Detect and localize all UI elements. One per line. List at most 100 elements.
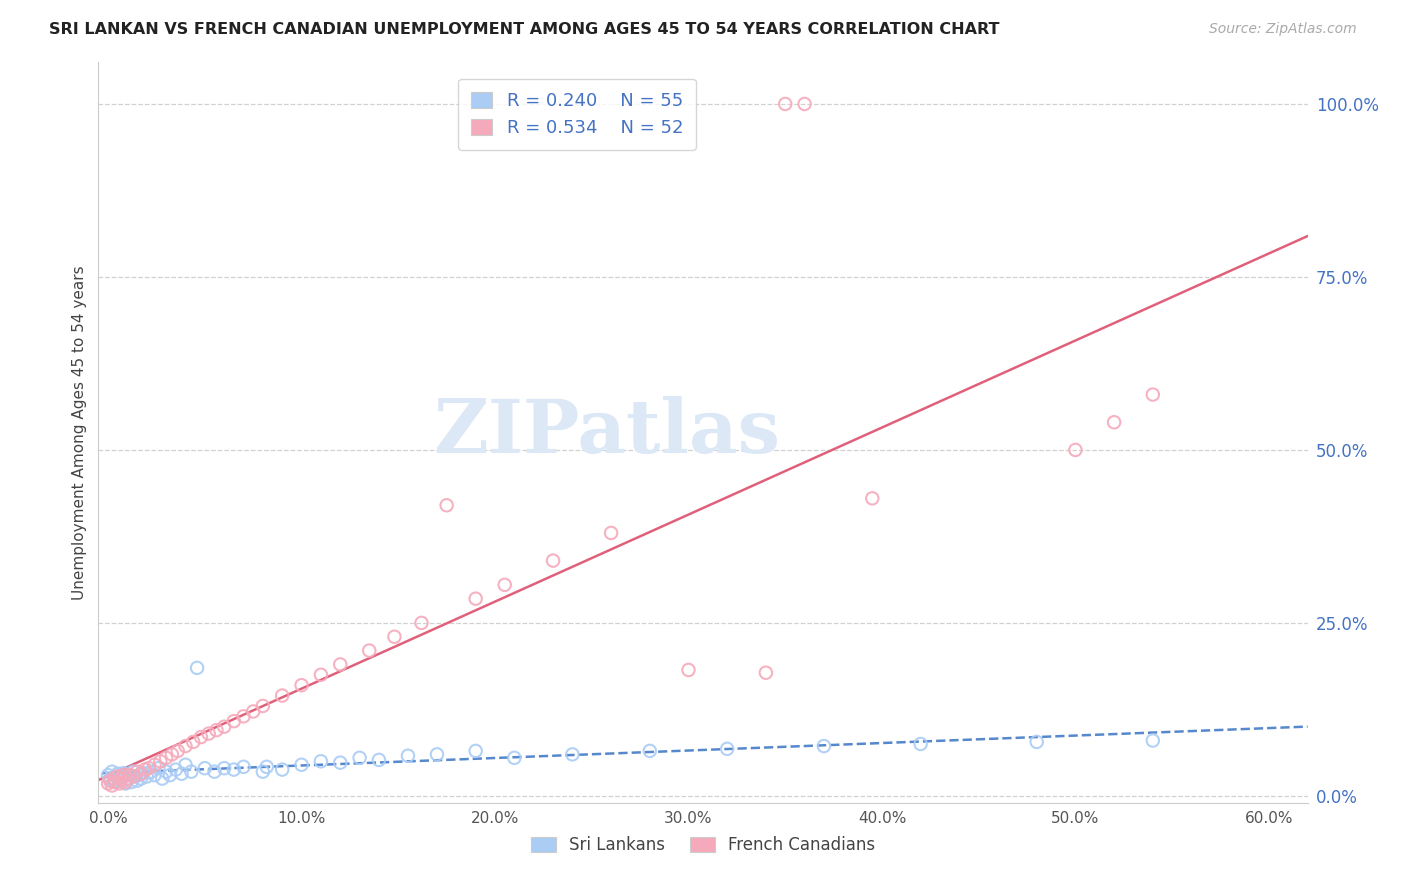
Point: [98, 773, 121, 788]
Point: [349, 751, 371, 765]
Point: [368, 753, 391, 767]
Point: [104, 770, 127, 784]
Point: [103, 775, 125, 789]
Point: [98, 772, 121, 786]
Point: [396, 748, 419, 763]
Point: [793, 97, 815, 112]
Point: [600, 525, 623, 540]
Point: [120, 775, 142, 789]
Point: [252, 764, 274, 779]
Point: [155, 764, 177, 779]
Point: [138, 761, 160, 775]
Point: [149, 754, 172, 768]
Point: [118, 768, 141, 782]
Point: [190, 730, 212, 744]
Point: [204, 764, 226, 779]
Point: [1064, 442, 1087, 457]
Point: [108, 776, 131, 790]
Text: SRI LANKAN VS FRENCH CANADIAN UNEMPLOYMENT AMONG AGES 45 TO 54 YEARS CORRELATION: SRI LANKAN VS FRENCH CANADIAN UNEMPLOYME…: [49, 22, 1000, 37]
Point: [143, 757, 166, 772]
Point: [101, 764, 124, 779]
Point: [271, 689, 294, 703]
Point: [117, 772, 139, 786]
Point: [112, 768, 135, 782]
Point: [464, 744, 486, 758]
Point: [159, 768, 181, 782]
Point: [174, 739, 197, 753]
Point: [232, 709, 254, 723]
Point: [271, 763, 294, 777]
Point: [678, 663, 700, 677]
Point: [129, 766, 152, 780]
Point: [170, 766, 193, 780]
Point: [436, 498, 458, 512]
Point: [638, 744, 661, 758]
Point: [503, 751, 526, 765]
Point: [813, 739, 835, 753]
Point: [212, 720, 235, 734]
Point: [132, 766, 155, 780]
Point: [256, 760, 278, 774]
Point: [252, 698, 274, 713]
Point: [329, 657, 352, 672]
Point: [129, 772, 152, 786]
Point: [174, 757, 197, 772]
Point: [107, 766, 129, 780]
Point: [97, 776, 120, 790]
Point: [127, 764, 149, 779]
Point: [165, 763, 187, 777]
Point: [160, 747, 183, 762]
Point: [186, 661, 208, 675]
Text: ZIPatlas: ZIPatlas: [433, 396, 780, 469]
Point: [222, 763, 245, 777]
Point: [180, 764, 202, 779]
Point: [212, 761, 235, 775]
Point: [1142, 733, 1164, 747]
Point: [114, 775, 136, 789]
Point: [290, 757, 312, 772]
Point: [1142, 387, 1164, 401]
Text: Source: ZipAtlas.com: Source: ZipAtlas.com: [1209, 22, 1357, 37]
Point: [1025, 735, 1047, 749]
Point: [148, 761, 170, 775]
Point: [111, 770, 134, 784]
Point: [494, 578, 516, 592]
Point: [194, 761, 217, 775]
Point: [122, 770, 145, 784]
Point: [910, 737, 932, 751]
Point: [101, 779, 124, 793]
Point: [205, 723, 228, 738]
Point: [122, 764, 145, 779]
Point: [111, 772, 134, 787]
Point: [181, 735, 204, 749]
Point: [155, 751, 177, 765]
Point: [124, 770, 146, 784]
Point: [464, 591, 486, 606]
Point: [716, 741, 738, 756]
Point: [103, 772, 125, 786]
Point: [384, 630, 406, 644]
Point: [97, 768, 120, 782]
Point: [108, 773, 131, 788]
Point: [135, 770, 157, 784]
Point: [112, 766, 135, 780]
Point: [232, 760, 254, 774]
Point: [127, 773, 149, 788]
Point: [309, 754, 332, 768]
Point: [359, 643, 381, 657]
Point: [755, 665, 778, 680]
Point: [150, 772, 173, 786]
Point: [107, 770, 129, 784]
Point: [242, 705, 264, 719]
Point: [139, 764, 162, 779]
Point: [290, 678, 312, 692]
Point: [222, 714, 245, 728]
Point: [143, 768, 166, 782]
Point: [134, 763, 156, 777]
Point: [773, 97, 796, 112]
Point: [104, 775, 127, 789]
Point: [128, 768, 150, 782]
Point: [309, 667, 332, 681]
Point: [561, 747, 583, 762]
Point: [426, 747, 449, 762]
